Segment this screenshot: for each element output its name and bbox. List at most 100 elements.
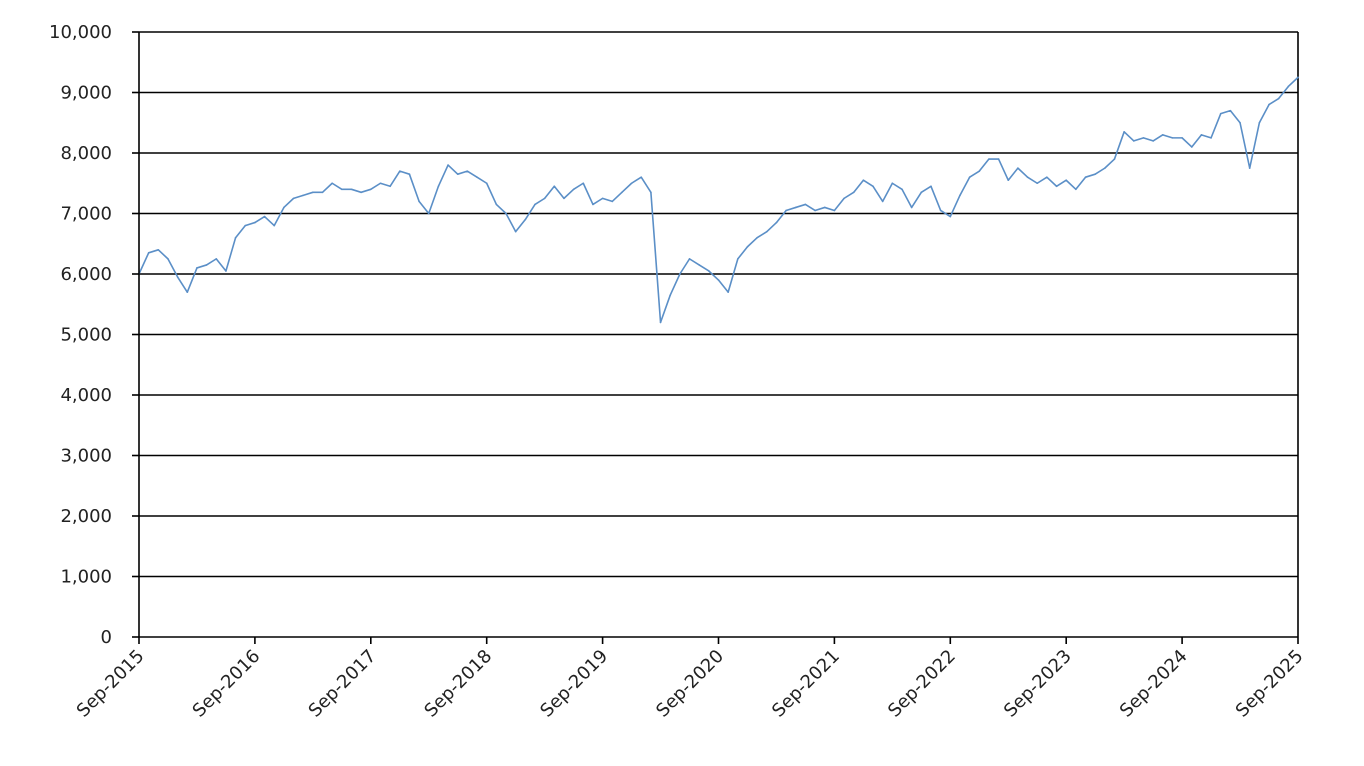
data-point: [814, 209, 816, 212]
data-point: [1055, 185, 1058, 188]
y-tick-label: 2,000: [60, 506, 112, 527]
data-point: [389, 185, 391, 188]
data-point: [640, 176, 643, 178]
data-point: [901, 188, 903, 191]
data-point: [727, 291, 729, 293]
x-axis-ticks: Sep-2015 Sep-2016 Sep-2017 Sep-2018 Sep-2019…: [73, 637, 1308, 722]
y-tick-label: 3,000: [60, 446, 112, 467]
data-point: [495, 203, 498, 206]
data-point: [302, 194, 304, 197]
data-point: [254, 221, 256, 224]
data-point: [1210, 137, 1212, 139]
data-point: [534, 203, 536, 206]
data-point: [379, 182, 382, 185]
data-point: [881, 200, 884, 203]
data-point: [514, 230, 517, 233]
x-tick-label: Sep-2015: [73, 646, 149, 722]
data-point: [205, 264, 208, 266]
y-tick-label: 4,000: [60, 385, 112, 406]
data-point: [756, 236, 758, 239]
data-point: [1248, 167, 1251, 169]
data-point: [1075, 188, 1077, 191]
gridlines: [139, 31, 1299, 637]
data-point: [1268, 103, 1270, 106]
data-point: [1104, 167, 1106, 169]
series-points: [138, 76, 1299, 324]
data-point: [1152, 140, 1154, 142]
x-tick-label: Sep-2019: [536, 646, 612, 722]
data-point: [1113, 158, 1116, 160]
y-tick-label: 5,000: [60, 325, 112, 346]
data-point: [1219, 112, 1222, 115]
data-point: [891, 182, 894, 185]
data-point: [794, 206, 797, 209]
data-point: [147, 252, 150, 254]
data-point: [997, 158, 1000, 160]
data-point: [1065, 179, 1067, 182]
y-axis-ticks: 0 1,000 2,000 3,000 4,000 5,000 6,000 7,000 8,00…: [49, 22, 139, 648]
x-tick-label: Sep-2024: [1116, 646, 1192, 722]
x-tick-label: Sep-2022: [884, 646, 960, 722]
data-point: [225, 270, 227, 272]
data-point: [1017, 167, 1019, 169]
data-point: [1239, 121, 1241, 124]
data-point: [1171, 137, 1174, 139]
data-point: [765, 230, 768, 233]
data-point: [872, 185, 874, 188]
data-point: [669, 294, 672, 296]
data-point: [1161, 134, 1164, 136]
data-point: [852, 191, 855, 194]
data-point: [1133, 140, 1135, 142]
data-point: [408, 173, 411, 175]
data-point: [804, 203, 807, 206]
data-point: [978, 170, 981, 172]
y-tick-label: 0: [101, 627, 112, 648]
data-point: [157, 249, 160, 251]
data-point: [1229, 109, 1232, 112]
y-tick-label: 10,000: [49, 22, 112, 43]
data-point: [920, 191, 923, 194]
y-tick-label: 8,000: [60, 143, 112, 164]
data-point: [611, 200, 614, 203]
data-point: [746, 245, 749, 248]
data-point: [563, 197, 565, 200]
data-point: [456, 173, 459, 175]
data-point: [833, 209, 836, 212]
data-point: [572, 188, 575, 191]
x-tick-label: Sep-2021: [768, 646, 844, 722]
data-point: [659, 321, 662, 324]
data-point: [698, 264, 700, 266]
data-point: [466, 170, 469, 172]
data-point: [1123, 131, 1125, 133]
data-point: [176, 276, 179, 278]
data-point: [524, 218, 527, 221]
data-point: [1142, 137, 1145, 139]
data-point: [273, 224, 276, 227]
data-point: [582, 182, 585, 185]
data-point: [708, 270, 710, 272]
data-point: [630, 182, 633, 185]
data-point: [939, 209, 942, 212]
data-point: [1258, 121, 1261, 124]
data-point: [244, 224, 247, 227]
data-point: [485, 182, 488, 185]
data-point: [167, 258, 169, 260]
data-point: [930, 185, 932, 188]
data-point: [1094, 173, 1096, 175]
data-point: [823, 206, 826, 209]
y-tick-label: 1,000: [60, 567, 112, 588]
x-tick-label: Sep-2018: [420, 646, 496, 722]
data-point: [717, 279, 720, 281]
data-point: [1007, 179, 1010, 182]
data-point: [688, 258, 691, 260]
data-point: [621, 191, 623, 194]
data-point: [360, 191, 362, 194]
data-point: [215, 258, 218, 260]
data-point: [1190, 146, 1193, 148]
data-point: [1200, 134, 1203, 136]
data-point: [1036, 182, 1039, 185]
data-point: [737, 258, 739, 260]
data-point: [476, 176, 478, 178]
